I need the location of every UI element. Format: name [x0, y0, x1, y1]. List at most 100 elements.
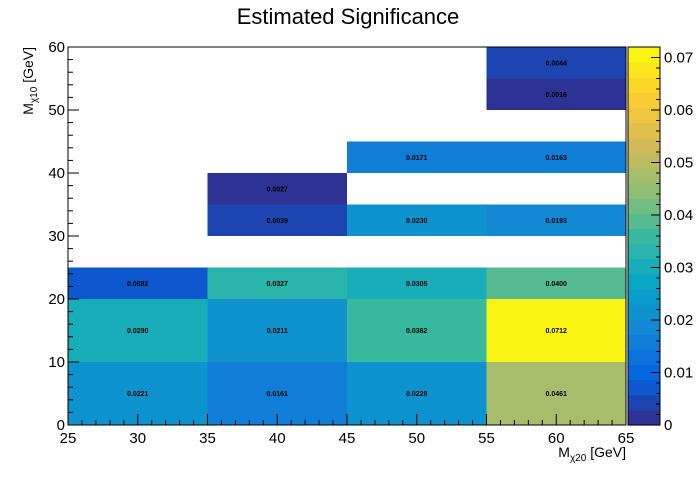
- y-axis: 0 10 20 30 40 50 60: [48, 39, 79, 434]
- cell-value-label: 0.0039: [267, 218, 289, 225]
- palette-bin: [628, 364, 660, 381]
- z-tick-label: 0.04: [664, 207, 693, 224]
- x-tick-label: 30: [129, 430, 146, 447]
- heatmap-cell: [207, 173, 347, 205]
- y-tick-label: 60: [48, 39, 65, 56]
- palette-bin: [628, 394, 660, 411]
- y-tick-label: 10: [48, 354, 65, 371]
- palette-bin: [628, 62, 660, 78]
- palette-bin: [628, 258, 660, 275]
- x-axis-title-sub: χ20: [570, 453, 587, 464]
- palette-bin: [628, 304, 660, 320]
- heatmap-cell: [486, 299, 626, 362]
- palette-bin: [628, 47, 660, 63]
- cell-labels-layer: 0.0221 0.0161 0.0229 0.0461 0.0290 0.0211 0.03…: [127, 60, 567, 398]
- palette-bin: [628, 167, 660, 184]
- heatmap-cell: [486, 267, 626, 299]
- cell-value-label: 0.0016: [546, 92, 568, 99]
- cell-value-label: 0.0044: [546, 60, 568, 67]
- cell-value-label: 0.0290: [127, 328, 149, 335]
- palette-bin: [628, 243, 660, 260]
- x-tick-label: 60: [548, 430, 565, 447]
- z-tick-label: 0.06: [664, 102, 693, 119]
- heatmap-cell: [347, 141, 487, 173]
- z-axis: 0 0.01 0.02 0.03 0.04 0.05 0.06 0.07: [651, 46, 693, 434]
- z-tick-label: 0.01: [664, 365, 693, 382]
- palette-bin: [628, 183, 660, 199]
- y-axis-title-unit: [GeV]: [20, 47, 36, 87]
- x-axis-title-unit: [GeV]: [586, 444, 626, 460]
- palette-bin: [628, 319, 660, 335]
- heatmap-cell: [207, 267, 347, 299]
- y-tick-label: 30: [48, 228, 65, 245]
- cell-value-label: 0.0327: [267, 281, 289, 288]
- cell-value-label: 0.0461: [546, 391, 568, 398]
- x-tick-label: 35: [199, 430, 216, 447]
- y-axis-title-sub: χ10: [29, 86, 40, 103]
- cell-value-label: 0.0171: [406, 155, 428, 162]
- y-tick-label: 40: [48, 165, 65, 182]
- x-tick-label: 65: [618, 430, 635, 447]
- palette-bin: [628, 334, 660, 350]
- cell-value-label: 0.0362: [406, 328, 428, 335]
- palette-bin: [628, 198, 660, 214]
- z-tick-label: 0: [664, 417, 672, 434]
- cell-value-label: 0.0230: [406, 218, 428, 225]
- palette-bin: [628, 107, 660, 124]
- cell-value-label: 0.0712: [546, 328, 568, 335]
- x-axis-title-main: M: [558, 444, 570, 460]
- heatmap-cell: [68, 299, 208, 362]
- heatmap-cell: [347, 204, 487, 236]
- palette-bin: [628, 273, 660, 290]
- x-tick-label: 50: [408, 430, 425, 447]
- heatmap-cell: [68, 267, 208, 299]
- heatmap-cell: [486, 141, 626, 173]
- heatmap-cell: [207, 204, 347, 236]
- cell-value-label: 0.0400: [546, 281, 568, 288]
- heatmap-cell: [486, 78, 626, 110]
- palette-bin: [628, 213, 660, 230]
- heatmap-cell: [207, 299, 347, 362]
- y-axis-title: Mχ10 [GeV]: [20, 47, 40, 115]
- x-axis: 25 30 35 40 45 50 55 60 65: [60, 414, 635, 447]
- x-tick-label: 45: [339, 430, 356, 447]
- y-tick-label: 20: [48, 291, 65, 308]
- cell-value-label: 0.0027: [267, 186, 289, 193]
- x-tick-label: 55: [478, 430, 495, 447]
- palette-bin: [628, 122, 660, 139]
- z-tick-label: 0.03: [664, 260, 693, 277]
- cell-value-label: 0.0211: [267, 328, 288, 335]
- palette-bin: [628, 228, 660, 245]
- color-palette-bar: [627, 46, 661, 426]
- cell-value-label: 0.0221: [127, 391, 149, 398]
- palette-bin: [628, 77, 660, 93]
- x-axis-title: Mχ20 [GeV]: [558, 444, 626, 464]
- cells-layer: [68, 47, 626, 425]
- z-tick-label: 0.02: [664, 312, 693, 329]
- heatmap-cell: [486, 47, 626, 79]
- cell-value-label: 0.0082: [127, 281, 149, 288]
- palette-bin: [628, 137, 660, 154]
- cell-value-label: 0.0161: [267, 391, 289, 398]
- heatmap-cell: [347, 267, 487, 299]
- palette-bin: [628, 92, 660, 109]
- palette-bin: [628, 379, 660, 396]
- y-tick-label: 0: [57, 417, 65, 434]
- y-tick-label: 50: [48, 102, 65, 119]
- z-tick-label: 0.07: [664, 50, 693, 67]
- cell-value-label: 0.0163: [546, 155, 568, 162]
- palette-bin: [628, 409, 660, 426]
- x-tick-label: 25: [60, 430, 77, 447]
- heatmap-cell: [347, 299, 487, 362]
- palette-bin: [628, 288, 660, 305]
- x-tick-label: 40: [269, 430, 286, 447]
- z-tick-label: 0.05: [664, 155, 693, 172]
- y-axis-title-main: M: [20, 103, 36, 115]
- cell-value-label: 0.0193: [546, 218, 568, 225]
- palette-bin: [628, 152, 660, 169]
- heatmap-cell: [486, 204, 626, 236]
- palette-bin: [628, 349, 660, 366]
- cell-value-label: 0.0229: [406, 391, 428, 398]
